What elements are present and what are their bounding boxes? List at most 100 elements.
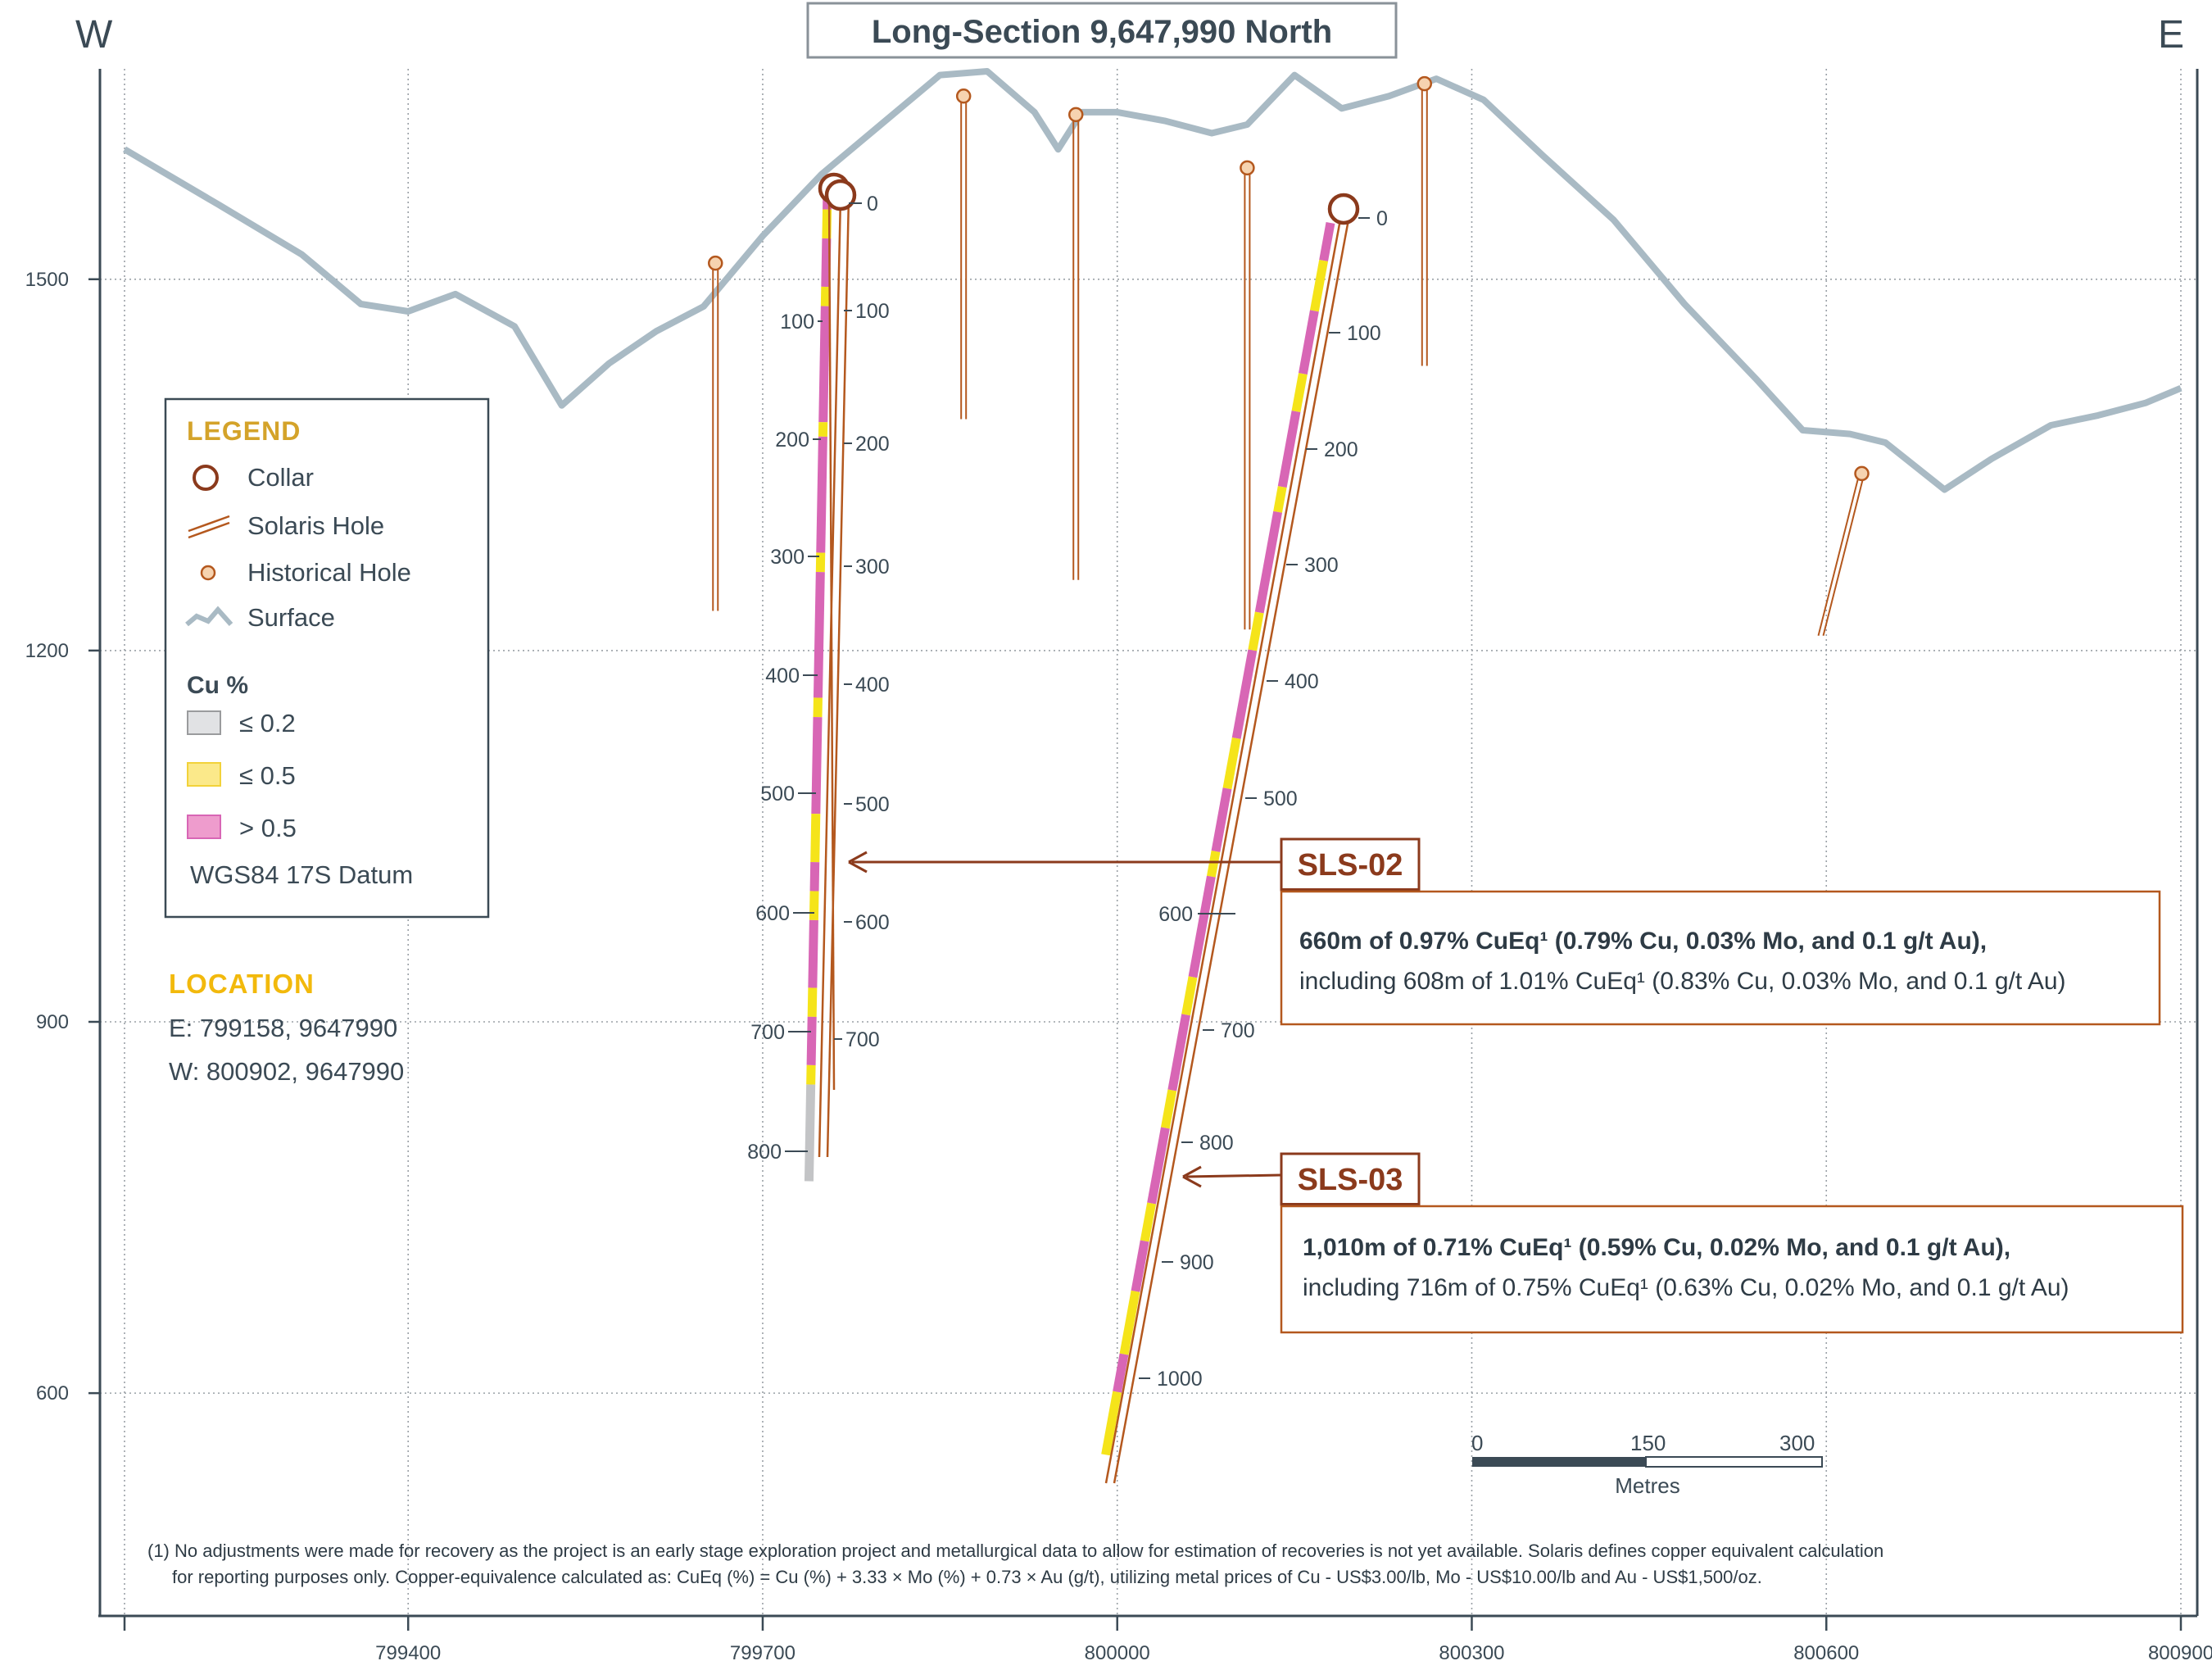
sls-02-grade-interval xyxy=(810,813,821,863)
sls-03-grade-interval xyxy=(1206,851,1221,878)
sls-02-depth-ticks-right xyxy=(834,202,862,1040)
y-tick-label: 600 xyxy=(36,1382,69,1405)
sls-03-grade-interval xyxy=(1248,611,1264,651)
sls-03-collar xyxy=(1327,193,1360,225)
sls-02-trace xyxy=(827,189,836,1091)
sls-03-grade-interval xyxy=(1291,373,1308,413)
scale-tick-150: 150 xyxy=(1630,1431,1666,1455)
grade-swatch-mid xyxy=(187,762,221,787)
sls-02-intercept: 660m of 0.97% CuEq¹ (0.79% Cu, 0.03% Mo,… xyxy=(1299,928,1987,955)
sls-02-depth-right: 0 xyxy=(867,193,878,216)
sls-02-depth-right: 600 xyxy=(855,911,890,934)
compass-east: E xyxy=(2158,13,2184,57)
historical-hole-collar xyxy=(955,88,972,104)
x-tick-label: 800300 xyxy=(1439,1642,1504,1664)
historical-hole-collar xyxy=(708,255,723,271)
sls-03-grade-interval xyxy=(1277,411,1301,488)
scale-tick-0: 0 xyxy=(1471,1431,1483,1455)
grade-swatch-low xyxy=(187,710,221,735)
sls-02-trace xyxy=(826,196,850,1158)
sls-03-depth-right: 700 xyxy=(1221,1019,1255,1042)
x-tick-label: 799400 xyxy=(375,1642,441,1664)
surface-icon xyxy=(185,606,233,627)
legend-item-surface: Surface xyxy=(247,603,335,632)
sls-02-depth-right: 500 xyxy=(855,793,890,816)
historical-hole-trace xyxy=(1822,473,1865,637)
sls-02-depth-ticks-left xyxy=(785,320,823,1152)
sls-03-depth-right: 500 xyxy=(1263,787,1298,810)
sls-03-grade-interval xyxy=(1254,511,1283,614)
sls-02-intercept-box xyxy=(1280,890,2161,1026)
sls-03-callout: SLS-03 1,010m of 0.71% CuEq¹ (0.59% Cu, … xyxy=(1182,1152,2184,1334)
sls-03-arrow-icon xyxy=(1182,1165,1202,1188)
sls-03-grade-interval xyxy=(1113,1353,1129,1393)
sls-03-depth-right: 300 xyxy=(1304,554,1339,577)
historical-hole-collar xyxy=(1067,107,1084,123)
x-tick-label: 800900 xyxy=(2148,1642,2212,1664)
sls-03-depth-right: 200 xyxy=(1324,438,1358,461)
x-tick-label: 800000 xyxy=(1085,1642,1150,1664)
sls-03-grade-interval xyxy=(1160,1089,1177,1129)
datum-label: WGS84 17S Datum xyxy=(190,860,413,889)
location-heading: LOCATION xyxy=(169,969,315,999)
sls-03-grade-interval xyxy=(1101,1391,1122,1456)
sls-02-depth-left: 500 xyxy=(760,783,795,806)
sls-03-trace xyxy=(1104,219,1342,1484)
scale-unit: Metres xyxy=(1615,1473,1679,1498)
location-east: E: 799158, 9647990 xyxy=(169,1014,397,1042)
cu-heading: Cu % xyxy=(187,672,248,699)
historical-hole-collar xyxy=(1854,465,1870,482)
sls-02-depth-left: 600 xyxy=(755,902,790,925)
historical-hole-icon xyxy=(200,565,216,581)
sls-03-grade-interval xyxy=(1140,1202,1157,1242)
sls-02-depth-right: 400 xyxy=(855,674,890,697)
sls-03-hole xyxy=(1101,193,1360,1484)
sls-02-grade-interval xyxy=(813,571,825,698)
sls-03-grade-interval xyxy=(1273,486,1287,513)
sls-02-depth-left: 300 xyxy=(770,546,805,569)
sls-02-depth-right: 100 xyxy=(855,300,890,323)
sls-03-depth-right: 400 xyxy=(1285,670,1319,693)
location-west: W: 800902, 9647990 xyxy=(169,1057,404,1086)
sls-03-grade-interval xyxy=(1231,649,1258,739)
collar-icon xyxy=(193,465,219,491)
sls-03-leader xyxy=(1185,1173,1282,1178)
sls-03-tag: SLS-03 xyxy=(1298,1163,1403,1197)
sls-03-trace xyxy=(1113,219,1350,1484)
sls-02-depth-labels-right: 0 100 200 300 400 500 600 700 xyxy=(845,193,890,1051)
sls-03-grade-interval xyxy=(1131,1240,1149,1292)
sls-03-grade-interval xyxy=(1222,737,1241,790)
sls-03-grade-interval xyxy=(1298,310,1319,375)
y-tick-label: 900 xyxy=(36,1011,69,1033)
sls-02-depth-left: 700 xyxy=(750,1021,785,1044)
scale-bar-dark xyxy=(1472,1457,1646,1467)
sls-02-depth-left: 800 xyxy=(747,1141,782,1164)
historical-hole-collar xyxy=(1416,75,1433,92)
sls-03-depth-left: 600 xyxy=(1158,903,1193,926)
sls-02-grade-interval xyxy=(811,716,823,815)
sls-02-depth-right: 700 xyxy=(845,1028,880,1051)
legend: LEGEND Collar Solaris Hole Historical Ho… xyxy=(164,397,490,919)
sls-03-grade-interval xyxy=(1309,260,1329,312)
sls-03-grade-interval xyxy=(1319,222,1335,262)
sls-03-depth-right: 800 xyxy=(1199,1132,1234,1155)
sls-02-depth-right: 300 xyxy=(855,556,890,579)
cu-class-mid: ≤ 0.5 xyxy=(239,761,296,790)
location-block: LOCATION E: 799158, 9647990 W: 800902, 9… xyxy=(169,969,404,1086)
sls-03-depth-right: 900 xyxy=(1180,1251,1214,1274)
sls-02-trace xyxy=(818,196,842,1158)
y-tick-label: 1500 xyxy=(25,269,69,291)
footnote-line-2: for reporting purposes only. Copper-equi… xyxy=(172,1567,1762,1587)
sls-03-grade-interval xyxy=(1188,875,1216,978)
sls-03-depth-right: 0 xyxy=(1376,207,1388,230)
sls-03-depth-labels: 0 100 200 300 400 500 600 700 800 900 10… xyxy=(1157,207,1388,1391)
legend-item-solaris-hole: Solaris Hole xyxy=(247,511,384,540)
sls-02-including: including 608m of 1.01% CuEq¹ (0.83% Cu,… xyxy=(1299,968,2066,995)
x-tick-label: 799700 xyxy=(730,1642,796,1664)
scale-bar: 0 150 300 Metres xyxy=(1471,1431,1823,1498)
historical-hole-trace xyxy=(1817,473,1861,637)
grade-swatch-high xyxy=(187,815,221,839)
sls-03-grade-interval xyxy=(1119,1290,1140,1355)
